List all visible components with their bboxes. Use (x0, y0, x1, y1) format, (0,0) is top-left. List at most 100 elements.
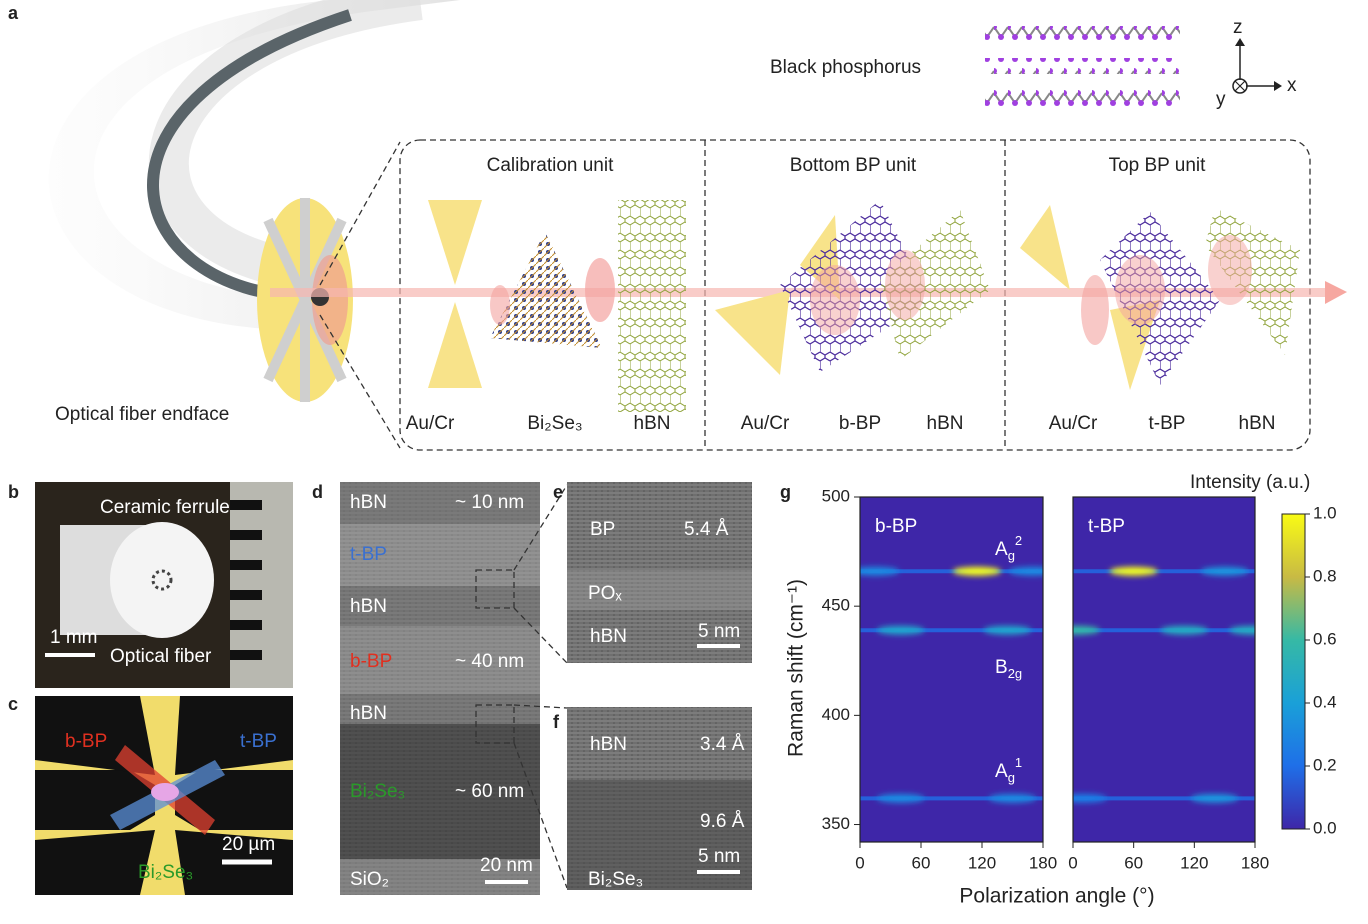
intensity-spot (851, 567, 899, 576)
colorbar-tick-label: 0.8 (1313, 566, 1337, 585)
component-label: Au/Cr (741, 413, 790, 434)
unit-title: Calibration unit (487, 155, 614, 176)
peak-base: B (995, 657, 1008, 678)
x-tick-label: 60 (1124, 853, 1143, 872)
x-tick-label: 0 (1068, 853, 1077, 872)
micrographs (35, 482, 752, 895)
colorbar-tick-label: 0.4 (1313, 692, 1337, 711)
panel-label: e (553, 482, 563, 502)
colorbar-label: Intensity (a.u.) (1190, 472, 1310, 493)
intensity-spot (1009, 567, 1057, 576)
peak-sup: 2 (1015, 533, 1022, 548)
intensity-spot (1201, 567, 1249, 576)
x-tick-label: 180 (1241, 853, 1269, 872)
thickness-label: ~ 10 nm (455, 492, 524, 513)
component-label: hBN (634, 413, 671, 434)
component-label: hBN (1239, 413, 1276, 434)
structure-label: Black phosphorus (770, 57, 921, 78)
heatmap-background (1073, 497, 1255, 842)
annotation: b-BP (65, 731, 107, 752)
peak-sub: g (1008, 548, 1015, 563)
panel-label: a (8, 3, 19, 23)
intensity-spot (1052, 626, 1100, 635)
annotation: t-BP (240, 731, 277, 752)
layer-label: Bi₂Se₃ (588, 869, 643, 890)
axis-label: z (1233, 17, 1243, 38)
unit-title: Top BP unit (1109, 155, 1207, 176)
layer-label: hBN (590, 734, 627, 755)
spacing-label: 3.4 Å (700, 734, 745, 755)
colorbar-tick-label: 1.0 (1313, 503, 1337, 522)
x-tick-label: 60 (912, 853, 931, 872)
x-tick-label: 180 (1029, 853, 1057, 872)
scale-bar-label: 5 nm (698, 621, 740, 642)
component-label: b-BP (839, 413, 881, 434)
x-axis-label: Polarization angle (°) (959, 885, 1154, 908)
layer-label: BP (590, 519, 615, 540)
peak-sub: g (1008, 770, 1015, 785)
colorbar-tick-label: 0.2 (1313, 755, 1337, 774)
thickness-label: ~ 40 nm (455, 651, 524, 672)
annotation: Bi₂Se₃ (138, 862, 193, 883)
fiber-label: Optical fiber endface (55, 404, 229, 425)
peak-sup: 1 (1015, 755, 1022, 770)
layer-label: t-BP (350, 544, 387, 565)
annotation: Ceramic ferrule (100, 497, 230, 518)
intensity-spot (1059, 794, 1107, 803)
layer-label: hBN (350, 596, 387, 617)
x-tick-label: 0 (855, 853, 864, 872)
layer-label: hBN (350, 703, 387, 724)
layer-label: hBN (590, 626, 627, 647)
axis-label: x (1287, 75, 1297, 96)
intensity-spot (877, 794, 925, 803)
layer-label: SiO₂ (350, 869, 389, 890)
x-tick-label: 120 (968, 853, 996, 872)
layer-label: Bi₂Se₃ (350, 781, 405, 802)
colorbar (1282, 514, 1305, 829)
colorbar-tick-label: 0.0 (1313, 818, 1337, 837)
component-label: Bi₂Se₃ (527, 413, 582, 434)
colorbar-tick-label: 0.6 (1313, 629, 1337, 648)
axis-label: y (1216, 89, 1226, 110)
peak-base: A (995, 761, 1008, 782)
intensity-spot (1191, 794, 1239, 803)
intensity-spot (1110, 567, 1158, 576)
component-label: Au/Cr (406, 413, 455, 434)
layer-label: b-BP (350, 651, 392, 672)
intensity-spot (1160, 626, 1208, 635)
intensity-spot (983, 626, 1031, 635)
panel-label: d (312, 482, 323, 502)
y-tick-label: 450 (822, 596, 850, 615)
panel-label: c (8, 694, 18, 714)
annotation: Optical fiber (110, 646, 212, 667)
intensity-spot (1229, 626, 1277, 635)
unit-title: Bottom BP unit (790, 155, 917, 176)
intensity-spot (953, 567, 1001, 576)
component-label: Au/Cr (1049, 413, 1098, 434)
figure: a Black phosphorus z x y Optical fiber e… (0, 0, 1368, 919)
plot-title: t-BP (1088, 516, 1125, 537)
page: Figure {"panels":{ "a":{"label":"a","str… (0, 0, 1368, 919)
scale-bar-label: 20 nm (480, 855, 533, 876)
panel-label: f (553, 712, 560, 732)
intensity-spot (989, 794, 1037, 803)
peak-base: A (995, 539, 1008, 560)
body: a Black phosphorus z x y Optical fiber e… (0, 0, 1368, 919)
x-tick-label: 120 (1180, 853, 1208, 872)
scale-bar-label: 1 mm (50, 627, 98, 648)
thickness-label: ~ 60 nm (455, 781, 524, 802)
plot-title: b-BP (875, 516, 917, 537)
panel-label: b (8, 482, 19, 502)
scale-bar-label: 5 nm (698, 846, 740, 867)
panel-label: g (780, 482, 791, 502)
y-tick-label: 350 (822, 814, 850, 833)
panel-a-art (49, 0, 1347, 450)
y-axis-label: Raman shift (cm⁻¹) (785, 579, 808, 757)
intensity-spot (877, 626, 925, 635)
scale-bar-label: 20 µm (222, 834, 275, 855)
layer-label: hBN (350, 492, 387, 513)
component-label: t-BP (1149, 413, 1186, 434)
spacing-label: 5.4 Å (684, 519, 729, 540)
y-tick-label: 500 (822, 486, 850, 505)
layer-label: POₓ (588, 583, 622, 604)
